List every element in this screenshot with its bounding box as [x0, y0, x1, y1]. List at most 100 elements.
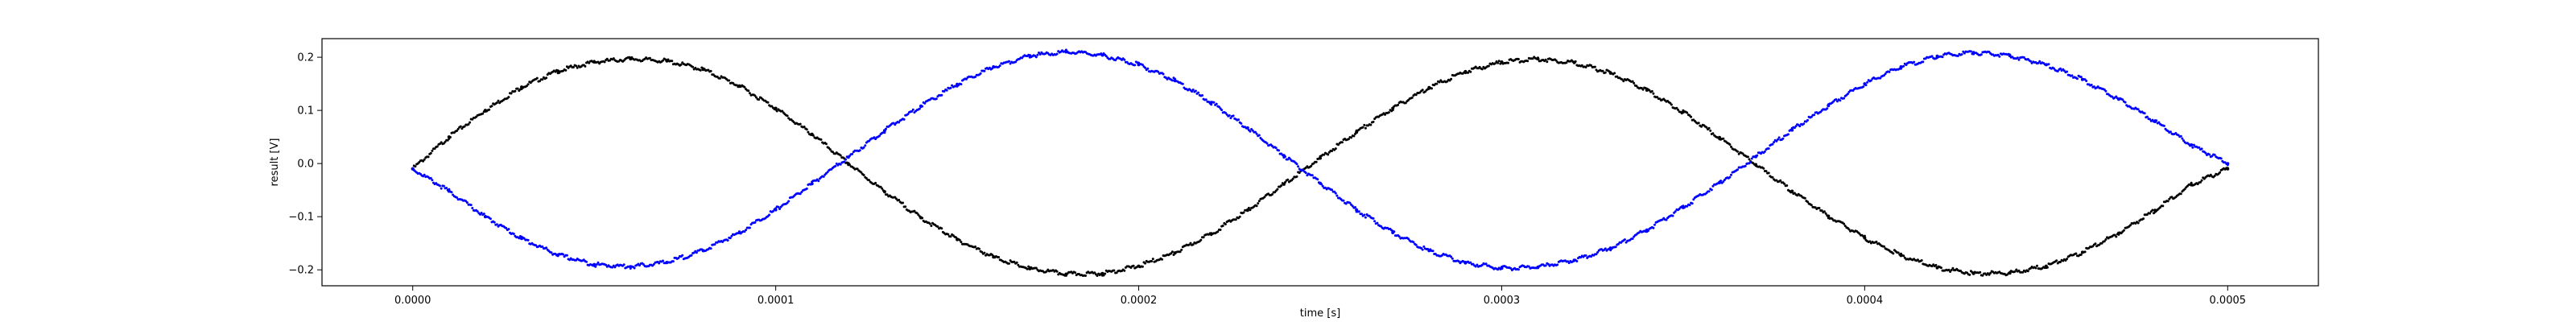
scatter-dot — [1255, 204, 1258, 208]
data-point — [919, 216, 923, 220]
scatter-dot — [465, 201, 469, 204]
scatter-dot — [2204, 151, 2207, 155]
scatter-dot — [1981, 274, 1984, 277]
scatter-dot — [1653, 223, 1656, 226]
scatter-dot — [1232, 114, 1235, 118]
data-point — [1863, 236, 1867, 240]
scatter-dot — [1162, 72, 1165, 76]
scatter-dot — [947, 233, 950, 236]
scatter-dot — [1875, 240, 1878, 243]
scatter-dot — [652, 262, 655, 266]
scatter-dot — [1846, 93, 1849, 96]
data-point — [665, 59, 669, 63]
scatter-dot — [1363, 213, 1366, 217]
x-tick-label: 0.0004 — [1847, 295, 1884, 307]
scatter-dot — [1412, 241, 1415, 244]
series-1 — [411, 48, 2230, 271]
scatter-dot — [1191, 89, 1195, 91]
data-point — [846, 162, 850, 166]
scatter-dot — [1996, 53, 2000, 56]
scatter-dot — [1843, 225, 1847, 228]
scatter-dot — [1270, 193, 1274, 196]
scatter-dot — [1947, 268, 1951, 271]
scatter-dot — [1316, 178, 1319, 181]
scatter-dot — [1204, 98, 1208, 101]
scatter-dot — [1331, 188, 1333, 192]
scatter-dot — [1202, 236, 1205, 239]
scatter-dot — [1775, 139, 1778, 142]
scatter-dot — [2115, 235, 2118, 238]
scatter-dot — [514, 89, 517, 93]
scatter-dot — [1376, 221, 1379, 225]
data-point — [1137, 63, 1141, 67]
scatter-dot — [1229, 117, 1232, 120]
scatter-dot — [980, 250, 984, 254]
data-point — [701, 68, 705, 72]
scatter-dot — [1276, 188, 1279, 191]
scatter-dot — [2169, 130, 2172, 134]
scatter-dot — [1014, 60, 1018, 64]
scatter-dot — [936, 225, 939, 228]
data-point — [1391, 106, 1395, 110]
scatter-dot — [1009, 62, 1012, 65]
scatter-dot — [1620, 78, 1624, 81]
scatter-dot — [843, 160, 846, 163]
scatter-dot — [1675, 106, 1678, 109]
scatter-dot — [998, 64, 1001, 68]
scatter-dot — [1045, 270, 1048, 273]
scatter-dot — [1736, 168, 1739, 171]
scatter-dot — [799, 192, 802, 196]
scatter-dot — [2183, 188, 2186, 191]
scatter-dot — [565, 254, 568, 257]
scatter-dot — [1369, 123, 1373, 126]
scatter-dot — [595, 263, 598, 266]
scatter-dot — [2168, 197, 2171, 200]
data-point — [2226, 167, 2230, 171]
scatter-dot — [2208, 153, 2211, 156]
scatter-dot — [2179, 192, 2182, 196]
y-axis-ticks: −0.2 −0.1 0.0 0.1 0.2 — [288, 52, 322, 277]
data-point — [1245, 208, 1249, 213]
scatter-dot — [1686, 111, 1689, 114]
scatter-dot — [1544, 58, 1547, 61]
data-point — [774, 208, 778, 212]
scatter-dot — [1614, 246, 1617, 249]
scatter-dot — [1883, 245, 1885, 248]
scatter-dot — [834, 164, 837, 167]
scatter-dot — [745, 229, 748, 232]
scatter-dot — [1836, 100, 1839, 103]
scatter-dot — [613, 266, 617, 269]
scatter-dot — [781, 109, 784, 113]
scatter-dot — [2026, 270, 2029, 273]
scatter-dot — [1806, 118, 1809, 122]
scatter-dot — [1189, 242, 1192, 245]
scatter-dot — [1352, 134, 1356, 138]
scatter-dot — [878, 134, 881, 138]
scatter-dot — [1868, 240, 1872, 243]
data-point — [1935, 266, 1939, 270]
scatter-dot — [1315, 160, 1318, 163]
scatter-dot — [2122, 229, 2125, 232]
data-point — [629, 265, 633, 269]
plot-area-frame — [321, 38, 2319, 287]
scatter-dot — [1711, 184, 1715, 188]
scatter-dot — [775, 109, 778, 113]
scatter-dot — [1777, 138, 1779, 141]
scatter-dot — [1988, 273, 1991, 276]
data-point — [1319, 156, 1322, 160]
scatter-dot — [862, 146, 865, 149]
scatter-dot — [1096, 275, 1099, 277]
data-point — [411, 167, 415, 171]
data-point — [810, 132, 814, 136]
scatter-dot — [2104, 89, 2107, 93]
scatter-dot — [1939, 266, 1942, 270]
scatter-dot — [940, 93, 943, 97]
scatter-dot — [753, 94, 757, 97]
scatter-dot — [1179, 250, 1182, 254]
scatter-dot — [2015, 268, 2018, 271]
scatter-dot — [1862, 85, 1865, 89]
scatter-dot — [642, 263, 645, 266]
scatter-dot — [1295, 163, 1298, 166]
scatter-dot — [1321, 184, 1324, 188]
scatter-dot — [1240, 122, 1243, 125]
